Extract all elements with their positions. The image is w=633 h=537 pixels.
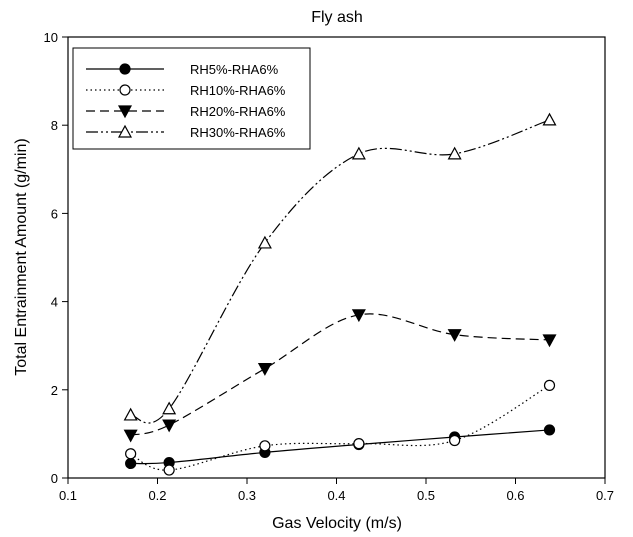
data-point (447, 146, 462, 160)
data-point (449, 434, 461, 447)
data-point (447, 329, 462, 342)
data-point (259, 440, 271, 452)
data-point (543, 424, 556, 436)
y-tick-label: 6 (51, 206, 58, 221)
x-tick-label: 0.4 (327, 488, 345, 503)
y-tick-label: 2 (51, 383, 58, 398)
legend-entry: RH20%-RHA6% (86, 104, 286, 119)
data-point (123, 429, 138, 443)
legend-marker (117, 105, 133, 119)
series-line (130, 429, 550, 465)
legend-entry: RH5%-RHA6% (86, 62, 279, 77)
data-point (257, 363, 272, 376)
x-tick-label: 0.5 (417, 488, 435, 503)
y-axis: 0 2 4 6 8 10 (44, 30, 68, 486)
legend: RH5%-RHA6% RH10%-RHA6% RH20%-RHA6% RH30%-RH… (72, 47, 311, 150)
y-tick-label: 4 (51, 295, 58, 310)
legend-marker (117, 124, 133, 138)
y-tick-label: 0 (51, 471, 58, 486)
data-point (163, 464, 175, 476)
data-point (351, 309, 366, 323)
x-tick-label: 0.1 (59, 488, 77, 503)
legend-entry: RH10%-RHA6% (86, 83, 286, 98)
series-4 (123, 112, 557, 424)
x-axis: 0.1 0.2 0.3 0.4 0.5 0.6 0.7 (59, 478, 614, 503)
y-tick-label: 8 (51, 118, 58, 133)
y-tick-label: 10 (44, 30, 58, 45)
legend-label: RH20%-RHA6% (190, 104, 286, 119)
legend-entry: RH30%-RHA6% (86, 124, 286, 140)
data-point (162, 401, 177, 415)
data-point (353, 438, 365, 450)
data-point (125, 457, 137, 470)
x-tick-label: 0.6 (506, 488, 524, 503)
series-layer (123, 112, 557, 476)
x-tick-label: 0.7 (596, 488, 614, 503)
data-point (123, 407, 138, 421)
series-line (130, 313, 550, 436)
data-point (542, 334, 557, 348)
series-line (130, 384, 550, 471)
legend-label: RH10%-RHA6% (190, 83, 286, 98)
data-point (542, 112, 557, 126)
data-point (543, 379, 556, 391)
x-axis-label: Gas Velocity (m/s) (272, 515, 402, 532)
legend-label: RH5%-RHA6% (190, 62, 279, 77)
data-point (257, 235, 272, 249)
series-1 (125, 424, 556, 470)
chart-title: Fly ash (311, 9, 363, 26)
data-point (125, 448, 137, 460)
y-axis-label: Total Entrainment Amount (g/min) (13, 138, 30, 375)
legend-label: RH30%-RHA6% (190, 125, 286, 140)
series-2 (125, 379, 556, 476)
series-3 (123, 309, 557, 443)
data-point (162, 419, 177, 433)
legend-marker (119, 63, 131, 75)
x-tick-label: 0.3 (238, 488, 256, 503)
x-tick-label: 0.2 (148, 488, 166, 503)
legend-marker (119, 84, 131, 96)
series-line (130, 119, 550, 424)
data-point (351, 146, 366, 160)
